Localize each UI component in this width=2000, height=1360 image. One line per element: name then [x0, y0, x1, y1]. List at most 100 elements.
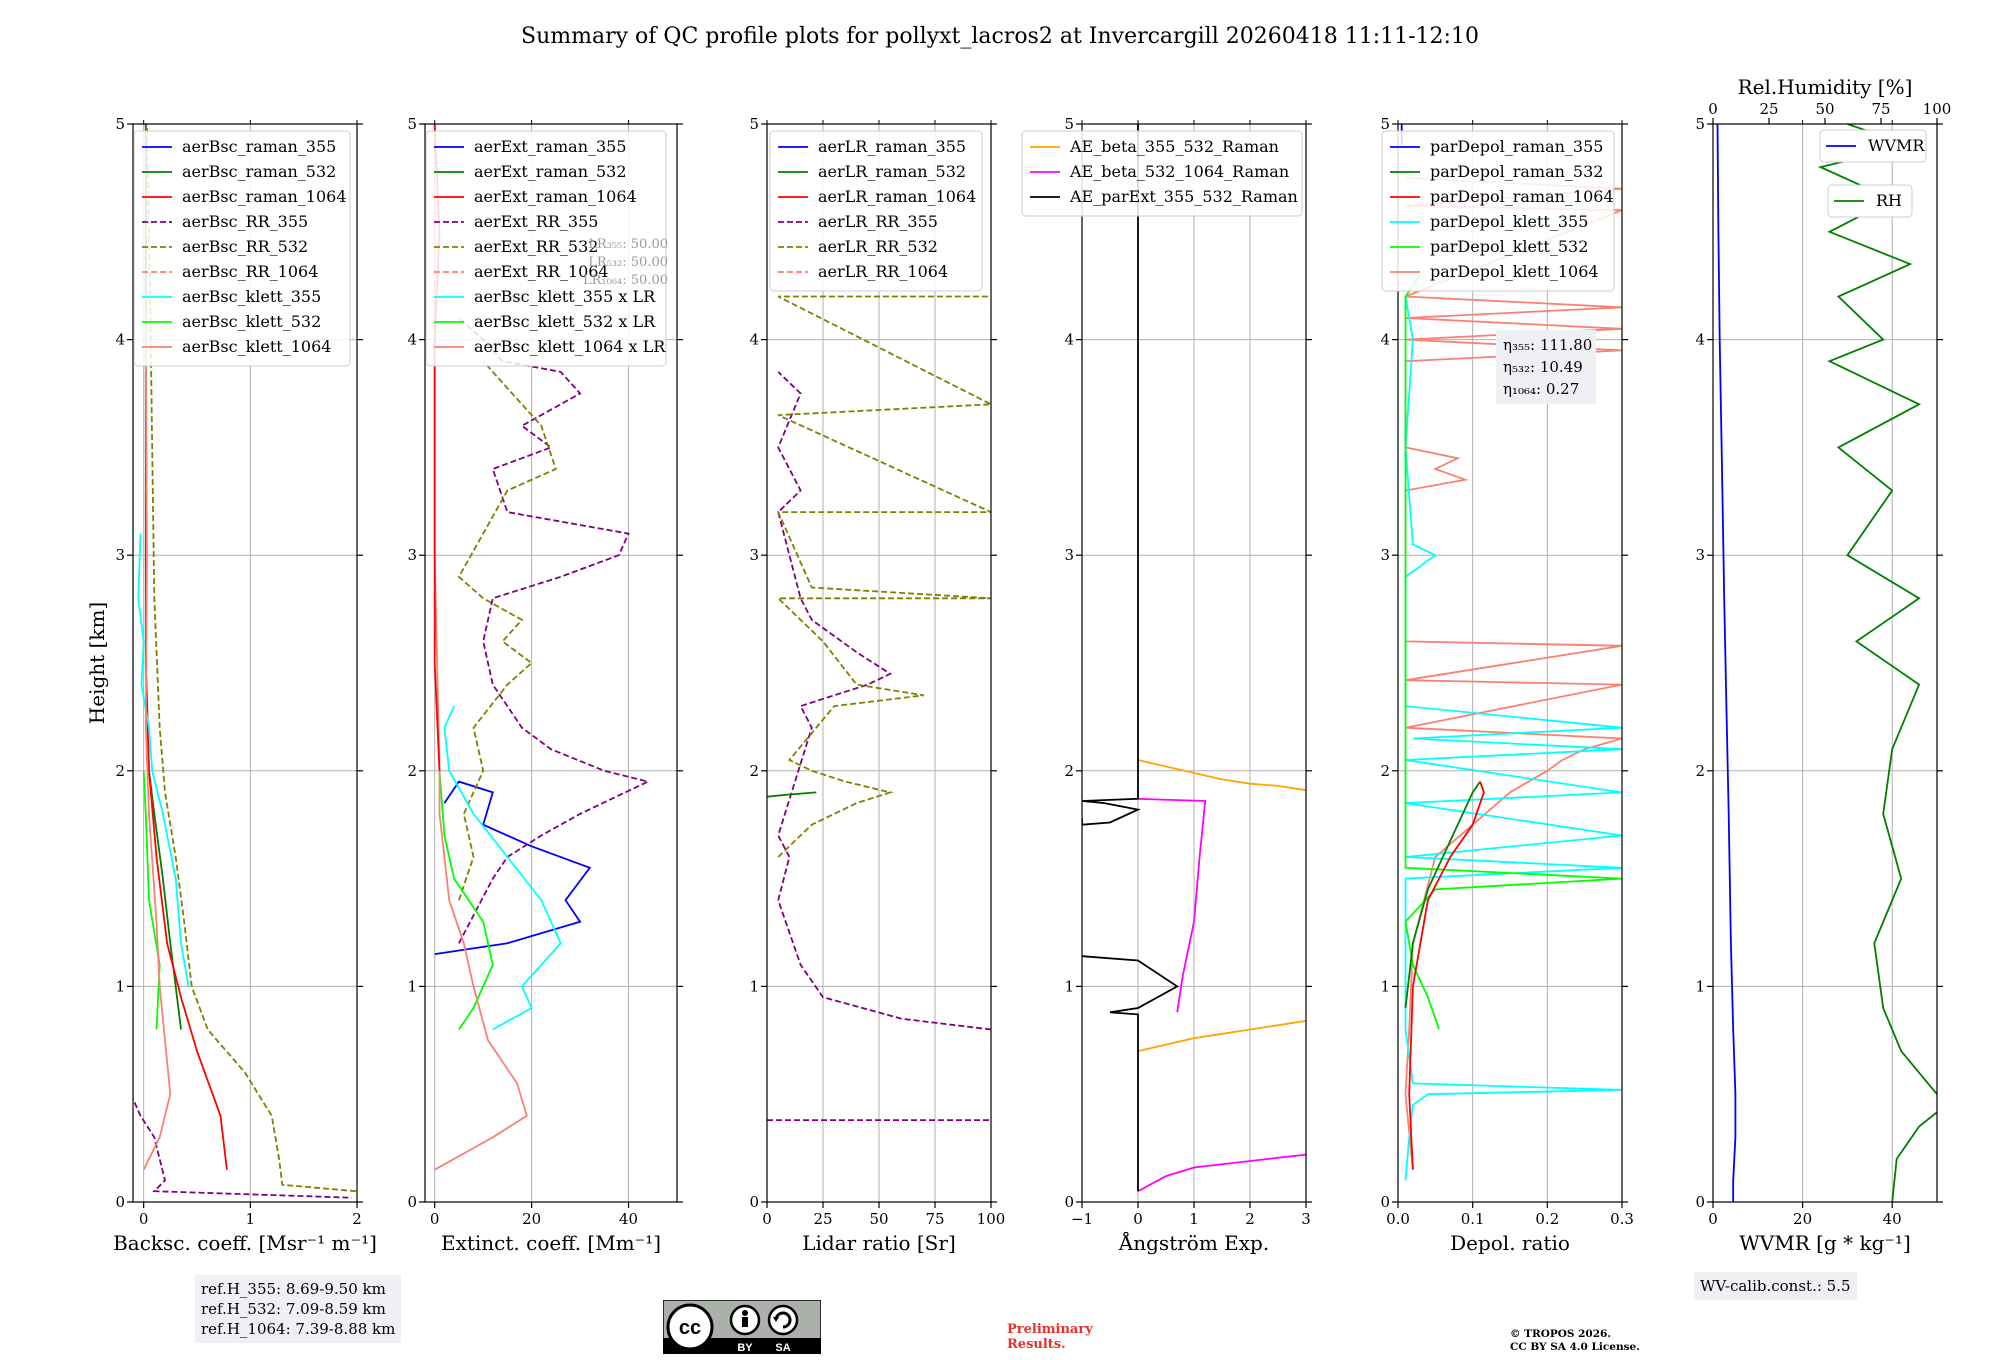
legend-label: aerLR_raman_355 — [818, 137, 966, 156]
legend-label: aerBsc_raman_1064 — [182, 187, 347, 206]
lr-note: LR₅₃₂: 50.00 — [588, 255, 668, 270]
y-tick-label: 2 — [115, 762, 125, 780]
preliminary-line-2: Results. — [1007, 1337, 1066, 1352]
y-tick-label: 1 — [749, 977, 759, 995]
y-tick-label: 0 — [1695, 1193, 1705, 1211]
y-tick-label: 3 — [407, 546, 417, 564]
panel-ext: 0 20 40 0 1 2 3 4 5 Extinct. coeff. [Mm⁻¹] aerExt_… — [407, 115, 683, 1255]
x-tick-label: 1 — [1189, 1210, 1199, 1228]
cc-by-sa-badge-icon: cc BY SA — [663, 1300, 821, 1354]
series-line — [144, 662, 228, 1170]
y-tick-label: 5 — [407, 115, 417, 133]
x-axis-label: Ångström Exp. — [1118, 1230, 1269, 1255]
y-tick-label: 5 — [1380, 115, 1390, 133]
series-line — [1408, 781, 1485, 1170]
plot-frame — [132, 123, 358, 1203]
series-line — [1404, 296, 1622, 1181]
y-tick-label: 3 — [1695, 546, 1705, 564]
legend-label: AE_parExt_355_532_Raman — [1069, 187, 1298, 206]
y-tick-label: 2 — [1064, 762, 1074, 780]
x-tick-label: 1 — [246, 1210, 256, 1228]
sa-label: SA — [775, 1342, 790, 1354]
preliminary-line-1: Preliminary — [1007, 1322, 1093, 1337]
legend-label: aerExt_RR_1064 — [474, 262, 609, 281]
copyright-line-1: © TROPOS 2026. — [1510, 1328, 1612, 1340]
x-tick-label: 3 — [1301, 1210, 1311, 1228]
x2-tick-label: 0 — [1708, 100, 1718, 118]
y-tick-label: 0 — [1064, 1193, 1074, 1211]
x-tick-label: 20 — [1793, 1210, 1812, 1228]
y-tick-label: 5 — [115, 115, 125, 133]
y-tick-label: 3 — [1380, 546, 1390, 564]
series-line — [142, 296, 172, 1171]
x2-tick-label: 100 — [1923, 100, 1952, 118]
legend-label: aerExt_RR_355 — [474, 212, 598, 231]
series-line — [457, 360, 557, 901]
legend-label: aerBsc_klett_355 x LR — [474, 287, 656, 306]
x-tick-label: 100 — [977, 1210, 1006, 1228]
y-tick-label: 3 — [749, 546, 759, 564]
y-tick-label: 5 — [749, 115, 759, 133]
y-tick-label: 5 — [1695, 115, 1705, 133]
legend-label: aerBsc_klett_532 — [182, 312, 321, 331]
panel-lr: 0 25 50 75 100 0 1 2 3 4 5 Lidar ratio [Sr] aerLR_ra… — [749, 115, 1005, 1255]
preliminary-note: Preliminary Results. — [1007, 1322, 1093, 1352]
x-tick-label: 2 — [352, 1210, 362, 1228]
y-tick-label: 2 — [407, 762, 417, 780]
y-tick-label: 4 — [407, 331, 417, 349]
series-line — [1137, 1020, 1306, 1052]
series-line — [767, 791, 817, 798]
y-tick-label: 1 — [1064, 977, 1074, 995]
series-line — [777, 371, 991, 1031]
y-tick-label: 1 — [1380, 977, 1390, 995]
y-axis-label: Height [km] — [85, 602, 109, 724]
legend-label: aerBsc_klett_1064 — [182, 337, 331, 356]
legend-label: aerBsc_raman_355 — [182, 137, 336, 156]
x-tick-label: 0 — [1133, 1210, 1143, 1228]
legend-label: aerLR_RR_532 — [818, 237, 938, 256]
x2-tick-label: 75 — [1871, 100, 1890, 118]
x-axis-label: WVMR [g * kg⁻¹] — [1739, 1231, 1911, 1255]
x-tick-label: 20 — [522, 1210, 541, 1228]
series-line — [146, 124, 356, 1193]
series-line — [133, 1096, 352, 1199]
x-tick-label: 75 — [925, 1210, 944, 1228]
series-group — [1082, 124, 1306, 1192]
legend-box-rh — [1827, 184, 1913, 218]
legend-box — [1021, 130, 1303, 217]
lr-note: LR₁₀₆₄: 50.00 — [583, 273, 668, 288]
x-tick-label: 40 — [619, 1210, 638, 1228]
series-line — [1137, 759, 1306, 792]
legend-label: aerBsc_klett_532 x LR — [474, 312, 656, 331]
eta-label: η₃₅₅: 111.80 — [1503, 336, 1592, 354]
x-axis-label: Extinct. coeff. [Mm⁻¹] — [441, 1231, 661, 1255]
legend-label: AE_beta_355_532_Raman — [1069, 137, 1279, 156]
y-tick-label: 3 — [1064, 546, 1074, 564]
legend-label: aerExt_raman_532 — [474, 162, 627, 181]
series-group — [1400, 124, 1622, 1181]
legend-label: aerLR_raman_1064 — [818, 187, 976, 206]
reference-height-box: ref.H_355: 8.69-9.50 km ref.H_532: 7.09-… — [195, 1275, 402, 1343]
eta-label: η₅₃₂: 10.49 — [1503, 358, 1583, 376]
series-line — [142, 770, 161, 1030]
wv-calibration-box: WV-calib.const.: 5.5 — [1694, 1272, 1857, 1300]
series-line — [438, 770, 494, 1031]
series-line — [1404, 781, 1481, 1009]
series-group — [1716, 124, 1937, 1202]
series-line — [137, 533, 190, 987]
cc-label: cc — [679, 1317, 701, 1339]
legend-box — [425, 130, 667, 367]
y-tick-label: 2 — [749, 762, 759, 780]
legend-label: aerLR_RR_355 — [818, 212, 938, 231]
legend-label: RH — [1876, 191, 1902, 210]
series-line — [458, 317, 651, 944]
y-tick-label: 2 — [1695, 762, 1705, 780]
legend-label: parDepol_klett_355 — [1430, 212, 1588, 231]
y-tick-label: 1 — [407, 977, 417, 995]
plot-frame — [1397, 123, 1623, 1203]
y-tick-label: 2 — [1380, 762, 1390, 780]
y-tick-label: 4 — [1695, 331, 1705, 349]
x-tick-label: 2 — [1245, 1210, 1255, 1228]
